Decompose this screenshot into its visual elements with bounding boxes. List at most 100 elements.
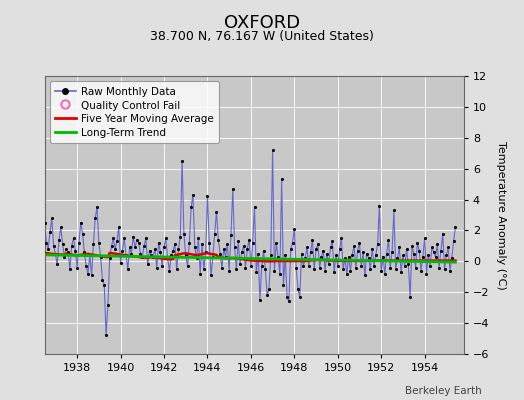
Point [191,244,199,251]
Point [368,246,376,252]
Point [330,269,339,275]
Point [366,266,375,272]
Point [223,241,232,248]
Point [451,224,460,230]
Point [141,235,150,241]
Point [187,204,195,210]
Point [127,250,136,257]
Point [386,264,395,271]
Point [372,252,380,258]
Point [163,255,172,262]
Point [450,238,458,244]
Point [285,298,293,305]
Point [234,238,243,244]
Point [245,236,253,243]
Point [354,247,362,254]
Point [355,240,364,246]
Point [321,268,329,274]
Point [42,240,50,246]
Point [335,246,344,252]
Point [364,255,373,262]
Point [160,244,168,251]
Point [380,270,389,277]
Legend: Raw Monthly Data, Quality Control Fail, Five Year Moving Average, Long-Term Tren: Raw Monthly Data, Quality Control Fail, … [50,81,219,144]
Point [341,255,349,262]
Text: 38.700 N, 76.167 W (United States): 38.700 N, 76.167 W (United States) [150,30,374,43]
Point [294,286,302,292]
Point [247,263,255,269]
Point [395,244,403,251]
Point [165,268,173,274]
Point [299,263,308,269]
Point [258,263,266,269]
Point [44,246,52,252]
Point [198,241,206,248]
Point [292,264,300,271]
Point [239,243,248,249]
Point [359,249,367,255]
Point [107,243,116,249]
Point [296,294,304,300]
Point [267,252,275,258]
Point [183,263,192,269]
Point [62,246,70,252]
Point [307,249,315,255]
Point [111,246,119,252]
Point [417,268,425,274]
Point [232,266,241,272]
Point [174,246,183,252]
Point [337,235,345,241]
Point [135,240,143,246]
Point [201,249,210,255]
Point [442,252,451,258]
Point [89,241,97,248]
Point [261,266,269,272]
Point [167,252,176,258]
Point [125,244,134,251]
Point [99,277,107,283]
Point [430,249,438,255]
Point [75,240,83,246]
Point [84,270,92,277]
Point [131,244,139,251]
Point [334,263,342,269]
Point [176,234,184,240]
Point [270,268,279,274]
Point [71,247,80,254]
Text: OXFORD: OXFORD [224,14,300,32]
Point [283,294,291,300]
Point [118,247,127,254]
Point [192,255,201,262]
Point [391,266,400,272]
Point [209,254,217,260]
Point [328,238,336,244]
Point [397,269,405,275]
Point [96,254,105,260]
Point [113,238,121,244]
Point [408,243,416,249]
Point [301,255,309,262]
Point [218,264,226,271]
Point [95,240,103,246]
Point [384,236,392,243]
Point [344,254,353,260]
Point [343,270,351,277]
Point [149,254,157,260]
Point [49,243,58,249]
Point [410,250,418,257]
Point [350,243,358,249]
Point [124,266,132,272]
Point [440,266,449,272]
Point [447,255,456,262]
Point [102,332,110,339]
Point [109,235,117,241]
Point [298,250,306,257]
Point [310,266,319,272]
Point [66,266,74,272]
Point [133,236,141,243]
Point [100,281,108,288]
Point [415,247,423,254]
Point [304,263,313,269]
Point [241,264,249,271]
Point [252,269,260,275]
